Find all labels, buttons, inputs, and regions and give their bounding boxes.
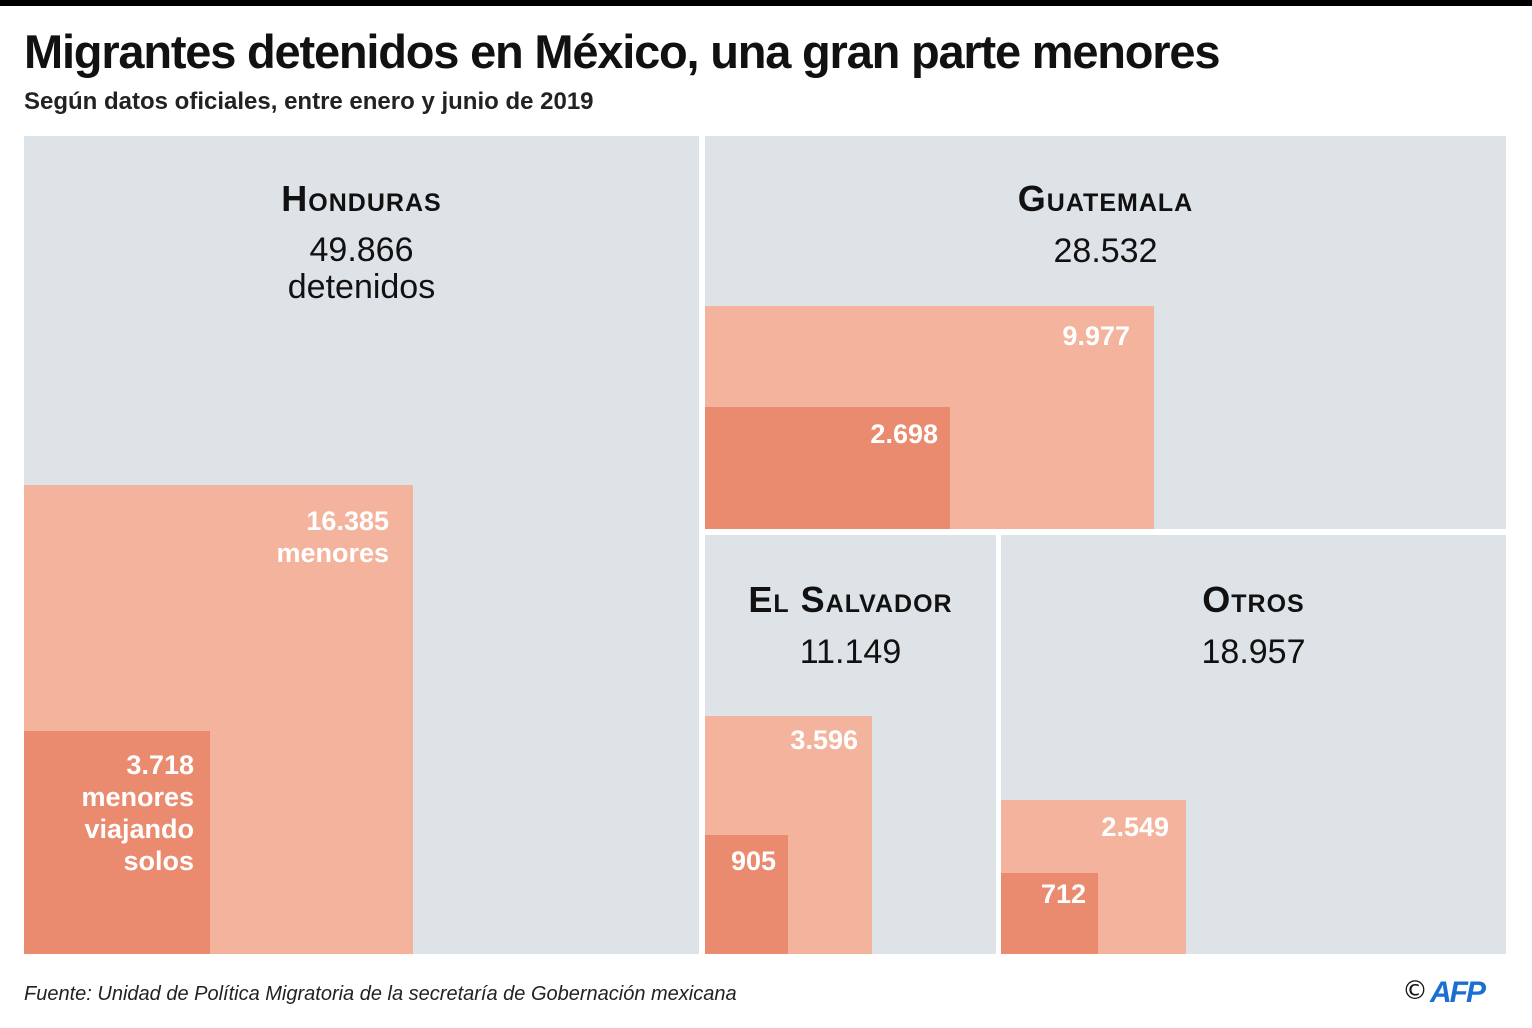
chart-title: Migrantes detenidos en México, una gran … (24, 25, 1220, 78)
country-total: 28.532 (1053, 232, 1158, 270)
minors-block: 2.549 712 (1001, 800, 1186, 954)
country-name: Honduras (281, 178, 442, 219)
chart-subtitle: Según datos oficiales, entre enero y jun… (24, 88, 594, 115)
minors-value: 3.596 (790, 725, 858, 755)
unaccompanied-unit: menores viajando solos (81, 782, 194, 876)
cell-el-salvador: El Salvador 11.149 3.596 905 (705, 535, 996, 954)
country-total: 49.866 (309, 231, 414, 269)
unaccompanied-block: 2.698 (705, 407, 950, 529)
minors-block: 16.385 menores 3.718 menores viajando so… (24, 485, 413, 954)
country-total: 11.149 (799, 633, 902, 671)
country-name: El Salvador (748, 579, 953, 620)
minors-value: 9.977 (1062, 321, 1130, 351)
unaccompanied-value: 3.718 (126, 750, 194, 780)
unaccompanied-value: 905 (730, 846, 776, 876)
unaccompanied-block: 712 (1001, 873, 1098, 954)
afp-logo: AFP (1430, 976, 1486, 1009)
unaccompanied-value: 2.698 (870, 419, 938, 449)
minors-value: 2.549 (1101, 812, 1169, 842)
cell-otros: Otros 18.957 2.549 712 (1001, 535, 1506, 954)
country-total: 18.957 (1201, 633, 1306, 671)
minors-value: 16.385 (306, 506, 389, 536)
total-unit: detenidos (287, 268, 436, 306)
cell-honduras: Honduras 49.866 detenidos 16.385 menores… (24, 136, 699, 954)
unaccompanied-block: 3.718 menores viajando solos (24, 731, 210, 954)
unaccompanied-block: 905 (705, 835, 788, 954)
copyright-icon: © (1402, 976, 1428, 1006)
unaccompanied-value: 712 (1040, 879, 1086, 909)
country-name: Otros (1202, 579, 1305, 620)
minors-block: 3.596 905 (705, 716, 872, 954)
cell-guatemala: Guatemala 28.532 9.977 2.698 (705, 136, 1506, 529)
top-bar (0, 0, 1532, 6)
minors-unit: menores (276, 538, 389, 568)
source-note: Fuente: Unidad de Política Migratoria de… (24, 983, 737, 1005)
country-name: Guatemala (1017, 178, 1194, 219)
minors-block: 9.977 2.698 (705, 306, 1154, 529)
